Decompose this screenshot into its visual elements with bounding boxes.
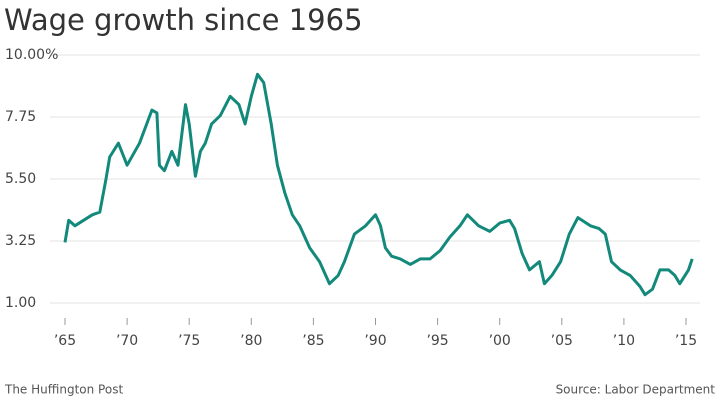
- y-tick-label: 5.50: [5, 171, 36, 187]
- chart-title: Wage growth since 1965: [4, 3, 363, 37]
- y-tick-label: 1.00: [5, 295, 36, 311]
- x-tick-label: ’00: [489, 333, 511, 349]
- x-tick-label: ’95: [426, 333, 448, 349]
- x-tick-label: ’15: [675, 333, 697, 349]
- x-tick-label: ’85: [302, 333, 324, 349]
- x-tick-label: ’70: [116, 333, 138, 349]
- source: Source: Labor Department: [556, 383, 716, 397]
- x-tick-label: ’65: [54, 333, 76, 349]
- data-line: [63, 72, 694, 297]
- y-tick-label: 7.75: [5, 109, 36, 125]
- y-tick-label: 10.00%: [5, 47, 58, 63]
- x-tick-label: ’05: [551, 333, 573, 349]
- x-tick-label: ’90: [364, 333, 386, 349]
- x-tick-label: ’10: [613, 333, 635, 349]
- publisher: The Huffington Post: [4, 383, 123, 397]
- x-tick-label: ’75: [178, 333, 200, 349]
- x-tick-label: ’80: [240, 333, 262, 349]
- y-tick-label: 3.25: [5, 233, 36, 249]
